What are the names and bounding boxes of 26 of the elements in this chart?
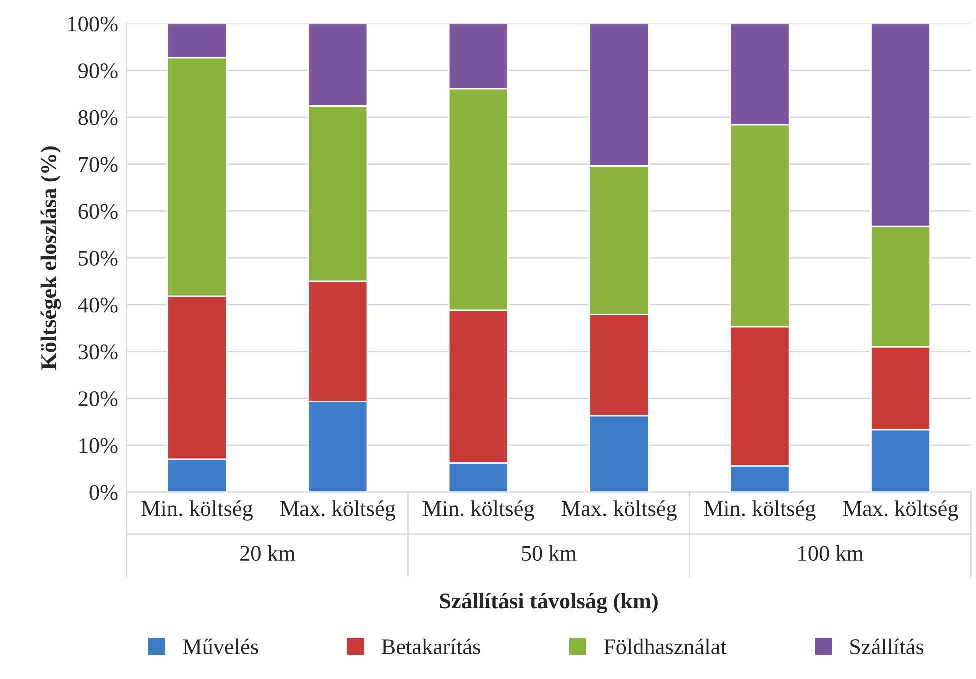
- y-tick-label: 60%: [78, 204, 118, 220]
- y-tick-label: 40%: [78, 298, 118, 313]
- x-tick-label: Min. költség: [704, 500, 816, 521]
- legend-label: Művelés: [183, 638, 258, 654]
- y-tick-label: 100%: [68, 16, 118, 32]
- y-tick-label: 30%: [78, 344, 118, 360]
- x-axis-title: Szállítási távolság (km): [440, 593, 658, 614]
- text: 20 km: [240, 545, 296, 562]
- y-tick-label: 80%: [78, 110, 118, 126]
- x-tick-label: Max. költség: [280, 500, 396, 521]
- y-axis-title: Költségek eloszlása (%): [40, 146, 62, 370]
- text: 50 km: [522, 545, 577, 562]
- legend-label: Betakarítás: [382, 638, 480, 654]
- y-tick-label: 50%: [79, 250, 118, 266]
- y-tick-label: 90%: [78, 64, 118, 79]
- legend-label: Földhasználat: [604, 638, 727, 654]
- y-tick-label: 70%: [79, 157, 118, 172]
- x-tick-label: Max. költség: [562, 500, 677, 521]
- x-tick-label: Min. költség: [423, 500, 534, 521]
- text: 100 km: [798, 545, 864, 562]
- x-tick-label: Min. költség: [142, 500, 253, 521]
- y-tick-label: 10%: [80, 438, 118, 454]
- y-tick-label: 20%: [78, 392, 118, 407]
- x-tick-label: Max. költség: [843, 500, 958, 521]
- legend-label: Szállítás: [850, 638, 924, 654]
- y-tick-label: 0%: [90, 485, 118, 500]
